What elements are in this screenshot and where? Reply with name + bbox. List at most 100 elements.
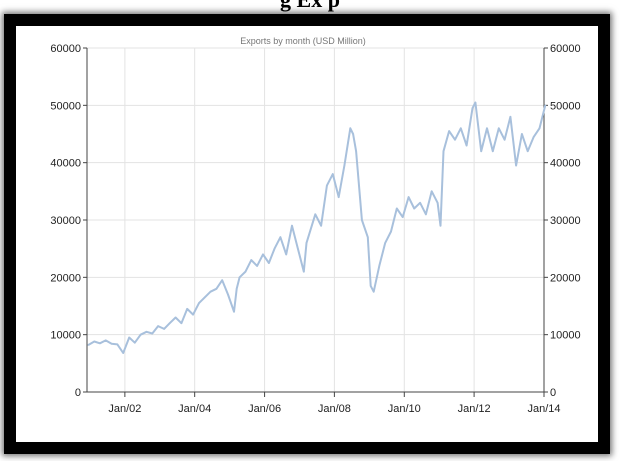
data-point xyxy=(538,127,541,130)
data-point xyxy=(238,276,241,279)
series-line xyxy=(87,101,547,354)
data-point xyxy=(209,290,212,293)
y-tick-label-right: 30000 xyxy=(550,215,581,227)
data-point xyxy=(454,138,456,141)
data-point xyxy=(448,130,450,132)
x-tick-label: Jan/04 xyxy=(178,403,211,415)
data-point xyxy=(532,136,535,138)
data-point xyxy=(215,288,218,290)
data-point xyxy=(355,150,357,152)
data-point xyxy=(471,107,474,109)
y-tick-label-right: 60000 xyxy=(550,43,581,55)
data-point xyxy=(116,343,119,346)
data-point xyxy=(134,341,136,344)
data-point xyxy=(203,296,206,299)
data-point xyxy=(285,253,288,256)
data-point xyxy=(145,331,148,333)
data-point xyxy=(349,127,352,130)
data-point xyxy=(104,339,107,342)
x-tick-label: Jan/06 xyxy=(248,403,281,415)
chart-title: Exports by month (USD Million) xyxy=(240,36,366,46)
data-point xyxy=(480,150,483,152)
data-point xyxy=(320,224,322,227)
data-point xyxy=(413,207,416,210)
y-tick-label-right: 0 xyxy=(550,387,556,399)
data-point xyxy=(486,127,488,130)
data-point xyxy=(186,308,188,310)
data-point xyxy=(303,270,305,273)
data-point xyxy=(509,116,512,118)
x-axis-ticks: Jan/02 Jan/04 Jan/06 Jan/08 Jan/10 Jan/12 Jan/… xyxy=(108,392,561,415)
y-tick-label-right: 50000 xyxy=(550,100,581,112)
y-tick-label-left: 0 xyxy=(75,387,81,399)
data-point xyxy=(235,288,238,290)
page-heading-fragment: g Ex p xyxy=(0,0,620,13)
data-point xyxy=(168,322,171,325)
data-point xyxy=(367,236,369,238)
y-tick-label-left: 60000 xyxy=(50,43,81,55)
data-point xyxy=(515,164,517,167)
data-point xyxy=(291,224,293,227)
data-point xyxy=(369,285,372,287)
data-point xyxy=(521,133,523,135)
x-tick-label: Jan/14 xyxy=(527,403,560,415)
data-point xyxy=(384,242,387,244)
y-tick-label-left: 40000 xyxy=(50,158,81,170)
data-point xyxy=(544,104,547,107)
data-point xyxy=(93,340,96,343)
data-point xyxy=(396,207,398,210)
data-point xyxy=(198,302,200,304)
data-point xyxy=(425,213,427,216)
data-point xyxy=(332,173,334,175)
data-point xyxy=(157,325,159,327)
data-point xyxy=(192,313,194,316)
data-point xyxy=(326,184,328,187)
data-point xyxy=(279,236,282,238)
y-tick-label-right: 20000 xyxy=(550,272,581,284)
data-point xyxy=(337,196,340,198)
data-point xyxy=(305,242,308,244)
data-point xyxy=(503,138,506,141)
series-group xyxy=(87,101,547,354)
data-point xyxy=(180,322,183,325)
x-tick-label: Jan/10 xyxy=(388,403,421,415)
x-tick-label: Jan/12 xyxy=(458,403,491,415)
data-point xyxy=(87,344,90,346)
data-point xyxy=(401,216,404,218)
data-point xyxy=(498,127,500,130)
data-point xyxy=(314,213,317,216)
data-point xyxy=(163,328,165,330)
data-point xyxy=(227,293,229,296)
data-point xyxy=(268,262,270,264)
data-point xyxy=(233,310,235,313)
chart-panel: Exports by month (USD Million) 0 10000 200… xyxy=(16,26,598,442)
data-point xyxy=(419,202,421,204)
data-point xyxy=(526,150,529,152)
grid-lines xyxy=(87,47,545,392)
data-point xyxy=(273,247,276,250)
data-point xyxy=(99,342,101,345)
y-tick-label-left: 10000 xyxy=(50,330,81,342)
data-point xyxy=(250,259,253,261)
data-point xyxy=(474,101,477,104)
y-axis-right-ticks: 0 10000 20000 30000 40000 50000 60000 xyxy=(544,43,581,399)
data-point xyxy=(361,219,363,221)
data-point xyxy=(221,279,223,281)
data-point xyxy=(343,164,346,167)
y-tick-label-left: 50000 xyxy=(50,100,81,112)
data-point xyxy=(256,265,258,267)
data-point xyxy=(460,127,462,130)
data-point xyxy=(244,270,247,273)
data-point xyxy=(407,196,410,198)
data-point xyxy=(297,247,299,250)
data-point xyxy=(390,230,392,233)
data-point xyxy=(174,316,177,319)
y-tick-label-right: 10000 xyxy=(550,330,581,342)
data-point xyxy=(492,150,494,152)
data-point xyxy=(436,202,439,204)
data-point xyxy=(262,253,264,256)
data-point xyxy=(430,190,433,193)
y-tick-label-right: 40000 xyxy=(550,158,581,170)
x-tick-label: Jan/08 xyxy=(318,403,351,415)
data-point xyxy=(439,224,442,227)
